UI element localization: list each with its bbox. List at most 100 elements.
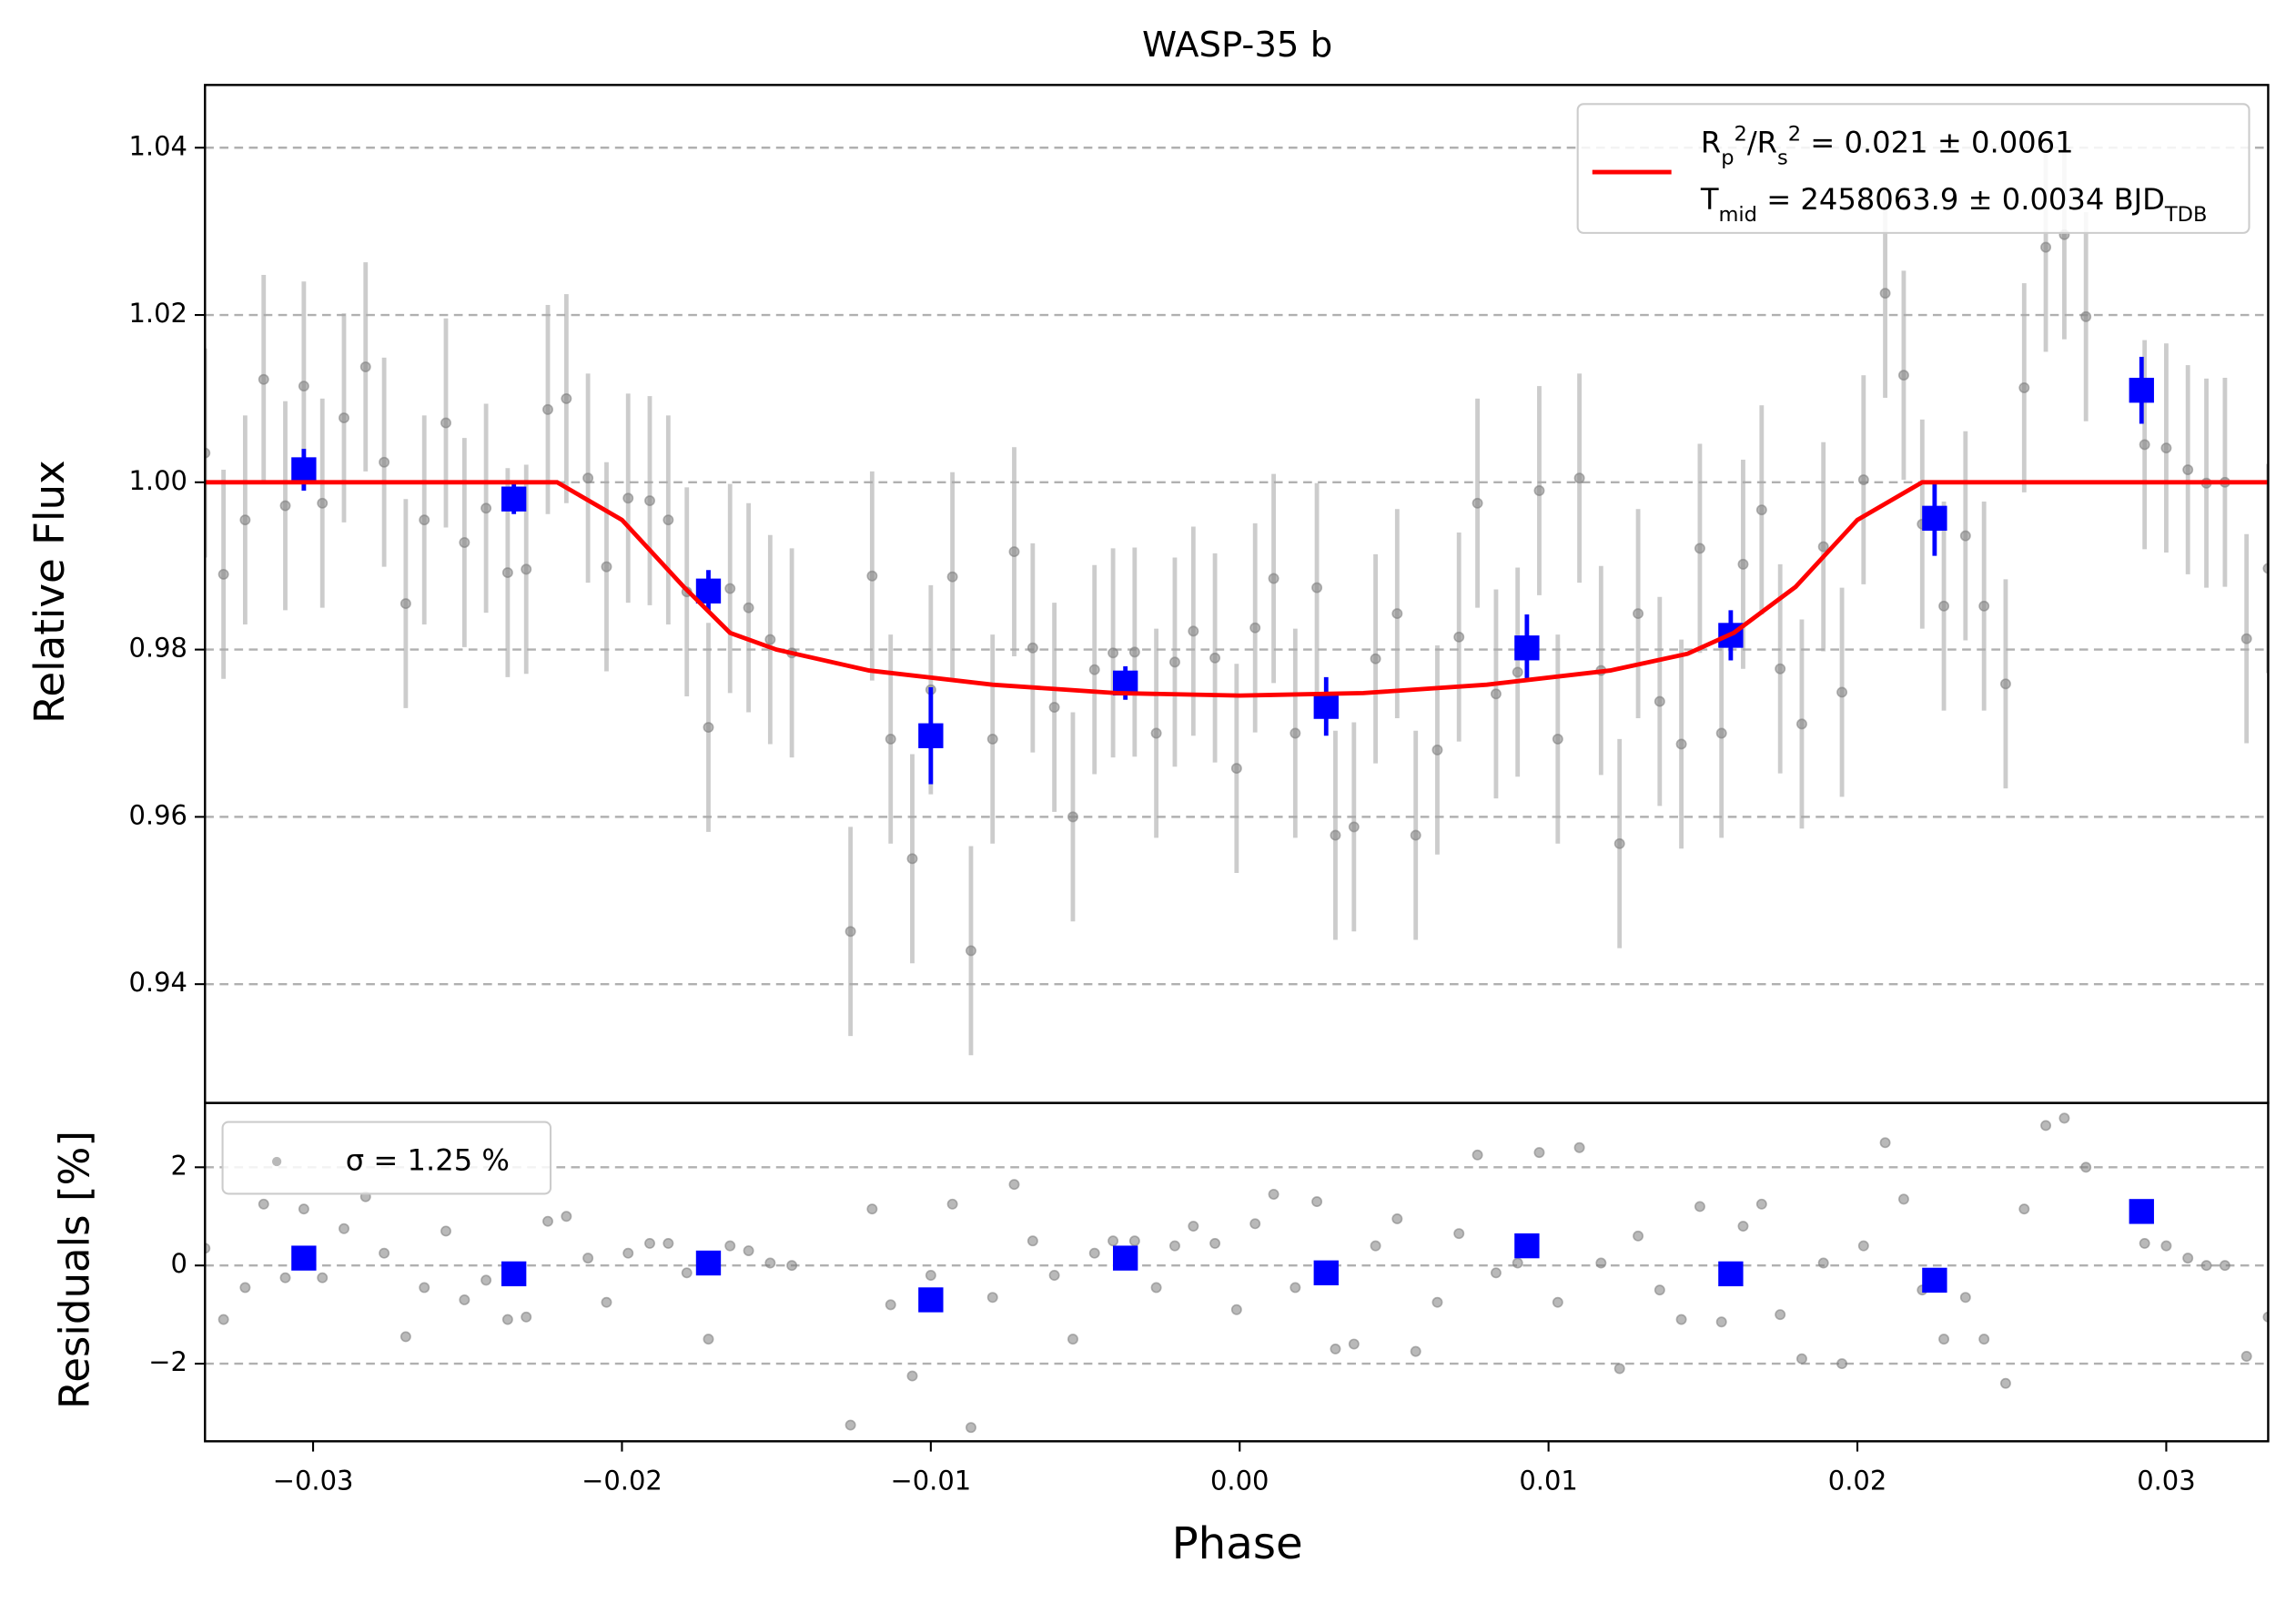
- data-point: [1150, 1282, 1162, 1294]
- data-point: [2080, 1162, 2092, 1173]
- binned-point: [695, 578, 722, 604]
- binned-point: [1112, 1245, 1138, 1271]
- data-point: [1169, 1240, 1180, 1252]
- data-point: [239, 514, 251, 526]
- data-point: [1410, 829, 1421, 841]
- data-point: [1249, 622, 1261, 634]
- data-point: [1088, 1247, 1100, 1259]
- binned-point: [918, 1287, 944, 1313]
- x-tick-label: 0.03: [2137, 1465, 2195, 1496]
- data-point: [1410, 1345, 1421, 1357]
- data-point: [1978, 1334, 1990, 1345]
- data-point: [1938, 600, 1950, 612]
- x-tick-label: 0.00: [1210, 1465, 1269, 1496]
- data-point: [1755, 1198, 1767, 1210]
- data-point: [764, 634, 776, 645]
- data-point: [1209, 652, 1221, 664]
- binned-point: [2129, 1199, 2154, 1224]
- data-point: [1817, 541, 1829, 553]
- data-point: [217, 1314, 229, 1325]
- y-tick-label: 2: [171, 1150, 187, 1181]
- data-point: [501, 567, 513, 579]
- y-axis-label: Residuals [%]: [50, 1131, 98, 1409]
- y-tick-label: 1.02: [128, 298, 187, 329]
- data-point: [1490, 688, 1502, 700]
- binned-point: [1313, 1260, 1339, 1285]
- data-point: [561, 1211, 572, 1223]
- data-point: [663, 514, 674, 526]
- data-point: [724, 1240, 736, 1252]
- data-point: [1330, 829, 1341, 841]
- data-point: [1249, 1218, 1261, 1230]
- data-point: [1737, 558, 1749, 570]
- legend: Rp2/Rs2 = 0.021 ± 0.0061 Tmid = 2458063.9…: [1576, 103, 2250, 234]
- data-point: [1311, 1196, 1323, 1208]
- data-point: [459, 1294, 470, 1305]
- binned-point: [291, 1245, 317, 1271]
- data-point: [1268, 573, 1279, 584]
- data-point: [1128, 646, 1140, 658]
- data-point: [440, 1225, 451, 1237]
- data-point: [1209, 1237, 1221, 1249]
- data-point: [1959, 530, 1971, 542]
- legend: σ = 1.25 %: [221, 1121, 552, 1195]
- data-point: [1490, 1267, 1502, 1279]
- data-point: [1533, 485, 1545, 496]
- data-point: [379, 456, 390, 468]
- data-point: [1048, 702, 1060, 713]
- data-point: [542, 403, 553, 415]
- data-point: [1817, 1257, 1829, 1269]
- data-point: [1008, 546, 1020, 558]
- data-point: [359, 361, 371, 372]
- data-point: [2139, 1237, 2150, 1249]
- data-point: [2182, 1253, 2194, 1264]
- legend-label: σ = 1.25 %: [346, 1143, 510, 1178]
- data-point: [1595, 1257, 1607, 1269]
- data-point: [1230, 763, 1242, 775]
- data-point: [1512, 1257, 1523, 1269]
- data-point: [885, 733, 896, 745]
- chart-title: WASP-35 b: [1142, 25, 1332, 66]
- data-point: [1453, 631, 1465, 643]
- data-point: [703, 1334, 714, 1345]
- data-point: [1027, 1235, 1038, 1247]
- data-point: [966, 945, 976, 957]
- binned-point: [1922, 1267, 1947, 1294]
- model-line: [205, 480, 2269, 698]
- data-point: [925, 1270, 936, 1281]
- binned-point: [1514, 635, 1540, 661]
- plot-area: [205, 1112, 2269, 1434]
- legend-box: [221, 1121, 552, 1195]
- data-point: [644, 1237, 655, 1249]
- data-point: [601, 1296, 612, 1308]
- data-point: [1290, 1282, 1301, 1294]
- x-axis-label: Phase: [1172, 1518, 1303, 1569]
- x-tick-label: −0.03: [273, 1465, 354, 1496]
- data-point: [681, 1267, 693, 1279]
- data-point: [2018, 1203, 2030, 1215]
- data-point: [459, 537, 470, 548]
- data-point: [1675, 1314, 1687, 1325]
- data-point: [298, 380, 309, 392]
- data-point: [317, 1272, 329, 1283]
- data-point: [317, 497, 329, 509]
- data-point: [1857, 1240, 1869, 1252]
- x-tick-label: −0.02: [582, 1465, 663, 1496]
- data-point: [1879, 288, 1891, 299]
- data-point: [1348, 1338, 1360, 1350]
- data-point: [2160, 442, 2172, 454]
- data-point: [1959, 1292, 1971, 1304]
- data-point: [1775, 1309, 1786, 1321]
- data-point: [1999, 678, 2011, 690]
- data-point: [644, 495, 655, 506]
- data-point: [743, 1245, 754, 1256]
- data-point: [1431, 1296, 1443, 1308]
- y-tick-label: 1.04: [128, 130, 187, 161]
- data-point: [1857, 474, 1869, 486]
- data-point: [764, 1257, 776, 1269]
- binned-point: [1922, 505, 1947, 532]
- data-point: [1795, 718, 1807, 730]
- binned-point: [1313, 694, 1339, 719]
- data-point: [2240, 1351, 2252, 1362]
- data-point: [1169, 656, 1180, 668]
